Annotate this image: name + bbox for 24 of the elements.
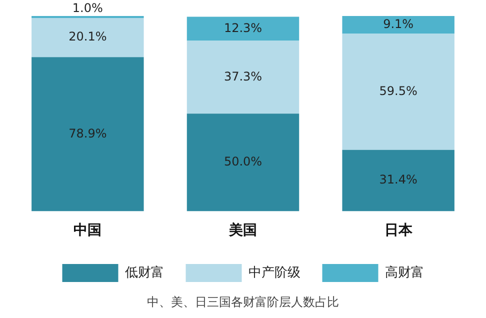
- data-label: 31.4%: [379, 172, 418, 187]
- x-tick-label: 日本: [384, 221, 414, 238]
- data-label: 50.0%: [224, 154, 262, 169]
- data-label: 37.3%: [224, 69, 262, 84]
- data-label: 78.9%: [68, 126, 107, 140]
- x-tick-label: 美国: [228, 221, 257, 238]
- data-label: 12.3%: [224, 20, 262, 35]
- data-label: 1.0%: [72, 1, 103, 16]
- data-label: 20.1%: [68, 30, 107, 44]
- legend-label: 中产阶级: [248, 264, 300, 280]
- bar: [186, 40, 300, 114]
- data-label: 59.5%: [379, 84, 418, 98]
- legend-label: 高财富: [384, 264, 424, 280]
- bar: [186, 16, 300, 41]
- text: 中、美、日三国各财富阶层人数占比: [146, 294, 340, 311]
- legend-label: 低财富: [124, 264, 164, 280]
- bar: [32, 57, 144, 212]
- bar: [32, 18, 144, 58]
- x-tick-label: 中国: [74, 221, 102, 238]
- bar: [342, 34, 454, 150]
- bar: [342, 150, 454, 212]
- bar: [342, 16, 454, 34]
- bar: [186, 114, 300, 212]
- data-label: 9.1%: [383, 17, 414, 32]
